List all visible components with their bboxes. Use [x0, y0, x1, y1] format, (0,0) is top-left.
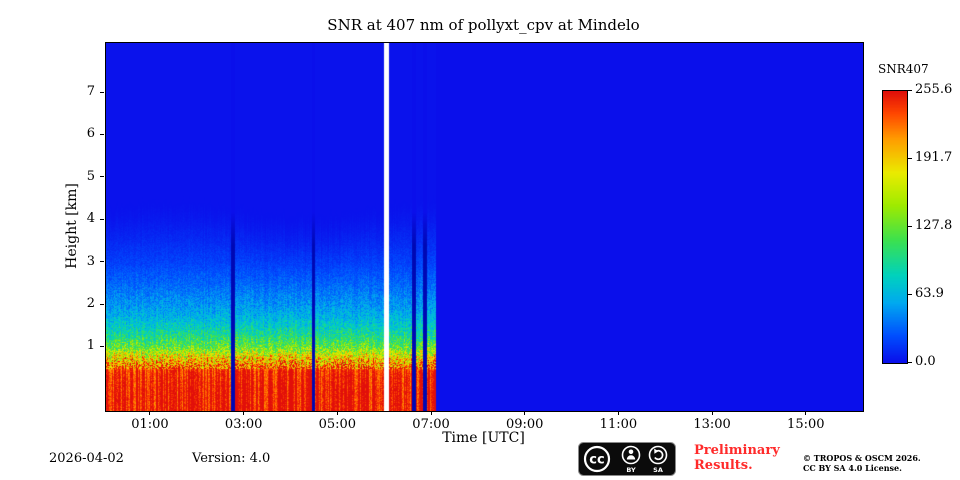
y-tick-mark — [100, 91, 104, 93]
y-tick-mark — [100, 176, 104, 178]
y-tick-mark — [100, 133, 104, 135]
colorbar-tick-mark — [908, 361, 912, 363]
x-axis-label: Time [UTC] — [442, 430, 525, 446]
svg-text:SA: SA — [653, 466, 663, 474]
copyright-line1: © TROPOS & OSCM 2026. — [803, 453, 921, 463]
y-tick-mark — [100, 218, 104, 220]
y-tick-label: 7 — [86, 84, 95, 100]
y-tick-label: 1 — [86, 338, 95, 354]
colorbar-tick-mark — [908, 225, 912, 227]
version-label: Version: 4.0 — [192, 451, 271, 466]
y-tick-mark — [100, 345, 104, 347]
y-tick-mark — [100, 303, 104, 305]
chart-title: SNR at 407 nm of pollyxt_cpv at Mindelo — [327, 16, 640, 34]
svg-text:BY: BY — [626, 466, 636, 474]
colorbar-tick-label: 127.8 — [915, 218, 953, 233]
copyright-note: © TROPOS & OSCM 2026. CC BY SA 4.0 Licen… — [803, 453, 921, 473]
colorbar-tick-mark — [908, 293, 912, 295]
colorbar — [882, 90, 908, 364]
svg-text:cc: cc — [589, 453, 604, 468]
measurement-date: 2026-04-02 — [49, 451, 124, 466]
preliminary-results-note: Preliminary Results. — [694, 443, 780, 473]
colorbar-tick-label: 191.7 — [915, 150, 953, 165]
y-tick-label: 2 — [86, 296, 95, 311]
colorbar-tick-mark — [908, 89, 912, 91]
cc-license-badge: cc BY SA — [578, 442, 676, 476]
colorbar-tick-mark — [908, 157, 912, 159]
cc-badge-graphic: cc BY SA — [578, 442, 676, 476]
preliminary-line2: Results. — [694, 458, 753, 473]
colorbar-title: SNR407 — [878, 62, 929, 76]
colorbar-canvas — [883, 91, 907, 363]
colorbar-tick-label: 63.9 — [915, 286, 944, 301]
cc-by-icon: BY — [621, 445, 641, 474]
cc-sa-icon: SA — [648, 445, 668, 474]
copyright-line2: CC BY SA 4.0 License. — [803, 463, 902, 473]
heatmap-canvas — [106, 43, 863, 411]
colorbar-tick-label: 255.6 — [915, 82, 953, 97]
y-tick-mark — [100, 261, 104, 263]
cc-logo-icon: cc — [583, 445, 611, 473]
y-tick-label: 6 — [86, 126, 95, 142]
colorbar-tick-label: 0.0 — [915, 354, 936, 369]
preliminary-line1: Preliminary — [694, 443, 780, 458]
plot-area — [105, 42, 864, 412]
y-axis-label: Height [km] — [64, 183, 80, 269]
